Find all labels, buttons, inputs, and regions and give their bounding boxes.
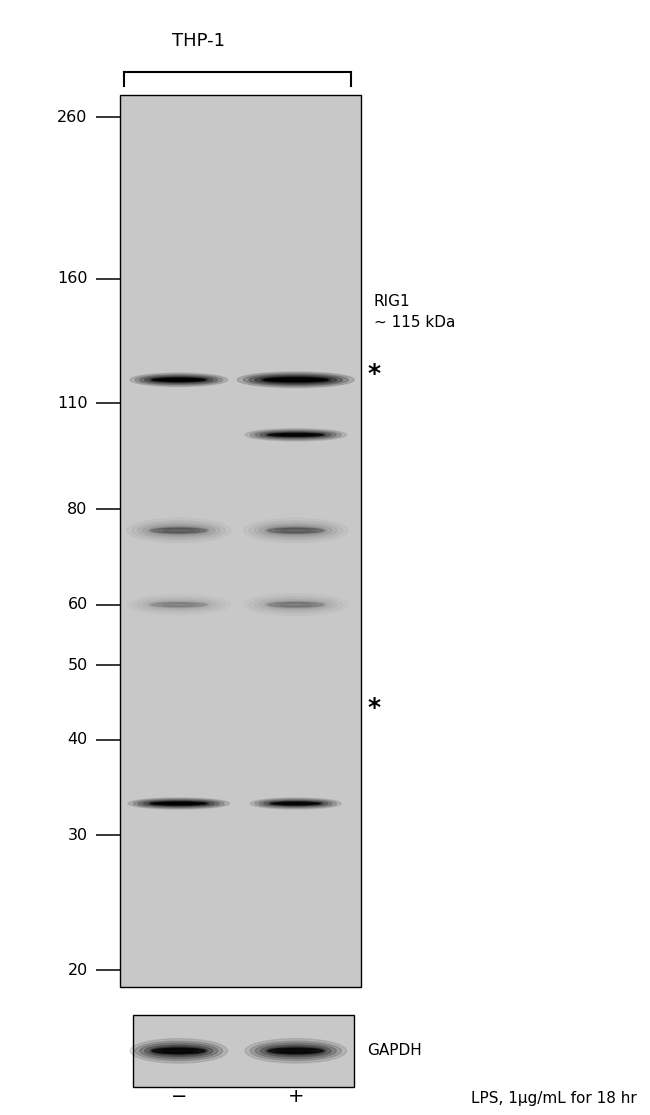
Ellipse shape (281, 434, 311, 436)
Text: 260: 260 (57, 109, 88, 125)
Ellipse shape (250, 430, 341, 439)
Ellipse shape (278, 803, 314, 805)
Ellipse shape (140, 376, 218, 385)
Ellipse shape (155, 378, 203, 381)
Ellipse shape (159, 1048, 198, 1054)
Ellipse shape (271, 803, 320, 805)
Ellipse shape (135, 375, 222, 385)
Ellipse shape (264, 378, 328, 381)
Ellipse shape (142, 524, 215, 536)
Ellipse shape (275, 529, 317, 533)
Ellipse shape (164, 803, 194, 804)
Ellipse shape (268, 802, 323, 806)
Ellipse shape (163, 603, 194, 607)
Bar (133, 1015, 354, 1087)
Ellipse shape (280, 603, 311, 607)
Text: THP-1: THP-1 (172, 32, 225, 50)
Ellipse shape (150, 527, 207, 533)
Ellipse shape (150, 1046, 208, 1056)
Ellipse shape (153, 527, 205, 534)
Text: LPS, 1μg/mL for 18 hr: LPS, 1μg/mL for 18 hr (471, 1092, 637, 1106)
Ellipse shape (270, 527, 322, 534)
Ellipse shape (270, 1047, 321, 1055)
Ellipse shape (150, 377, 208, 382)
Ellipse shape (265, 433, 326, 437)
Text: RIG1
~ 115 kDa: RIG1 ~ 115 kDa (374, 294, 455, 330)
Ellipse shape (250, 798, 341, 809)
Ellipse shape (255, 799, 337, 808)
Ellipse shape (268, 434, 324, 436)
Ellipse shape (267, 527, 324, 533)
Ellipse shape (145, 377, 213, 384)
Ellipse shape (268, 1048, 324, 1054)
Ellipse shape (140, 1043, 218, 1059)
Ellipse shape (272, 378, 319, 381)
Text: 160: 160 (57, 271, 88, 287)
Ellipse shape (148, 802, 209, 806)
Ellipse shape (158, 529, 200, 533)
Ellipse shape (153, 802, 204, 805)
Ellipse shape (135, 1041, 222, 1060)
Ellipse shape (133, 799, 224, 808)
Ellipse shape (267, 602, 324, 608)
Ellipse shape (273, 802, 318, 805)
Ellipse shape (280, 529, 311, 532)
Ellipse shape (261, 377, 331, 382)
Ellipse shape (237, 372, 354, 388)
Ellipse shape (243, 374, 348, 386)
Ellipse shape (138, 799, 219, 807)
Ellipse shape (152, 1048, 205, 1054)
Ellipse shape (155, 1047, 203, 1055)
Text: −: − (170, 1087, 187, 1106)
Ellipse shape (250, 1041, 341, 1060)
Ellipse shape (143, 801, 214, 806)
Ellipse shape (163, 529, 194, 532)
Text: 40: 40 (68, 733, 88, 747)
Ellipse shape (159, 803, 199, 805)
Ellipse shape (249, 375, 343, 385)
Ellipse shape (245, 428, 346, 440)
Bar (120, 95, 361, 987)
Ellipse shape (130, 374, 227, 387)
Ellipse shape (159, 378, 198, 381)
Text: 30: 30 (68, 827, 88, 843)
Ellipse shape (151, 803, 207, 805)
Ellipse shape (265, 1046, 326, 1056)
Text: 60: 60 (68, 598, 88, 612)
Ellipse shape (145, 1045, 213, 1057)
Text: 110: 110 (57, 396, 88, 410)
Ellipse shape (276, 1048, 316, 1054)
Ellipse shape (270, 433, 321, 437)
Ellipse shape (266, 378, 325, 382)
Ellipse shape (276, 434, 316, 436)
Ellipse shape (150, 602, 207, 607)
Ellipse shape (130, 1039, 227, 1064)
Text: 80: 80 (68, 502, 88, 516)
Ellipse shape (164, 1049, 194, 1053)
Ellipse shape (281, 1049, 311, 1053)
Text: *: * (367, 361, 380, 386)
Text: GAPDH: GAPDH (367, 1043, 422, 1058)
Ellipse shape (278, 379, 313, 381)
Text: 20: 20 (68, 962, 88, 978)
Ellipse shape (255, 376, 337, 384)
Ellipse shape (128, 798, 229, 809)
Text: 50: 50 (68, 658, 88, 672)
Ellipse shape (255, 430, 336, 439)
Ellipse shape (259, 799, 332, 807)
Ellipse shape (264, 801, 328, 806)
Ellipse shape (152, 378, 205, 381)
Ellipse shape (164, 379, 194, 380)
Ellipse shape (259, 524, 332, 536)
Ellipse shape (260, 432, 332, 438)
Ellipse shape (275, 602, 317, 607)
Ellipse shape (255, 1043, 336, 1059)
Ellipse shape (148, 526, 210, 535)
Text: *: * (367, 696, 380, 720)
Ellipse shape (245, 1039, 346, 1064)
Ellipse shape (282, 803, 309, 804)
Text: +: + (287, 1087, 304, 1106)
Ellipse shape (265, 526, 327, 535)
Ellipse shape (260, 1045, 332, 1057)
